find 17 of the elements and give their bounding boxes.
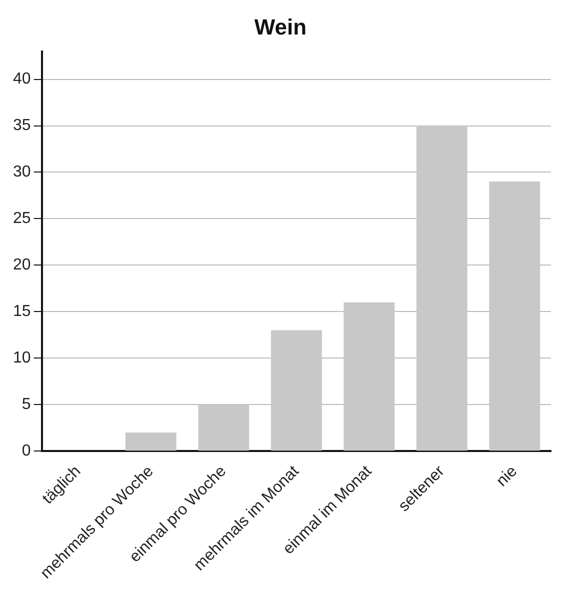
bar [270, 330, 322, 451]
y-tick-label: 0 [22, 442, 31, 460]
x-tick-label: nie [493, 462, 521, 490]
y-tick-label: 35 [13, 117, 31, 134]
y-tick-label: 5 [22, 396, 31, 414]
bar [125, 432, 176, 451]
y-tick-label: 20 [13, 256, 31, 274]
y-tick-label: 25 [13, 210, 31, 228]
bar [344, 302, 395, 451]
y-tick-label: 10 [13, 350, 31, 367]
y-tick-label: 30 [13, 164, 31, 181]
y-tick-label: 15 [13, 303, 31, 320]
bar [489, 182, 540, 451]
chart-title: Wein [254, 14, 307, 40]
bar [198, 404, 250, 451]
bar [416, 126, 468, 451]
y-tick-label: 40 [13, 70, 31, 88]
